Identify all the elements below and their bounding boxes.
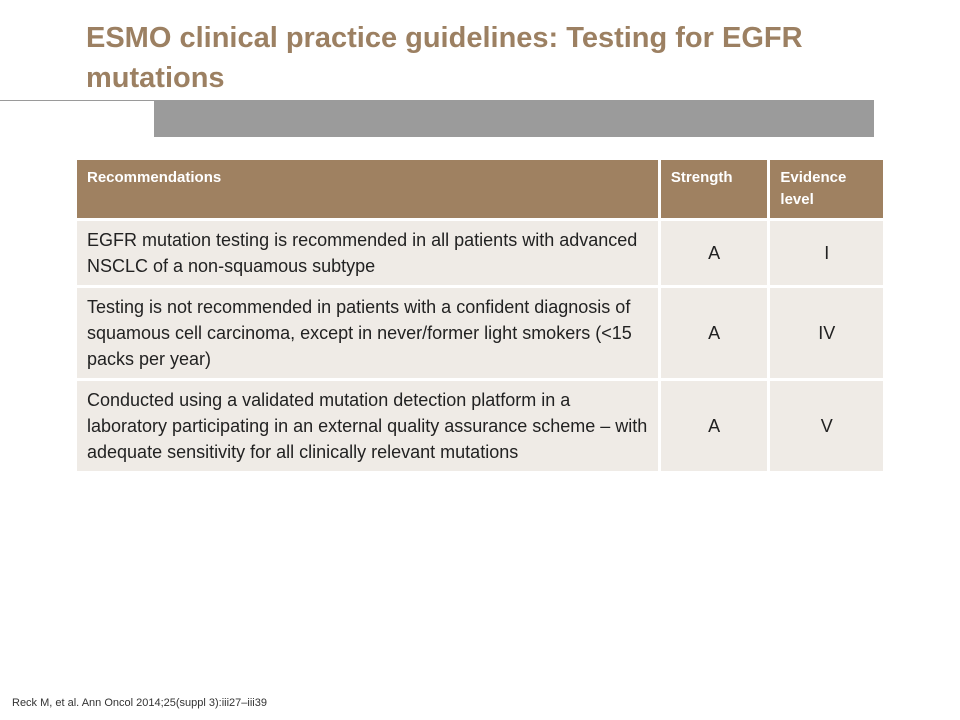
evidence-cell: V [770, 381, 883, 471]
decorative-gray-bar [154, 100, 874, 137]
citation-footnote: Reck M, et al. Ann Oncol 2014;25(suppl 3… [12, 697, 267, 709]
header-recommendations: Recommendations [77, 160, 658, 218]
table-row: Testing is not recommended in patients w… [77, 288, 883, 378]
strength-cell: A [660, 221, 768, 285]
strength-cell: A [660, 288, 768, 378]
guidelines-table: Recommendations Strength Evidence level … [74, 157, 886, 474]
strength-cell: A [660, 381, 768, 471]
recommendation-cell: Testing is not recommended in patients w… [77, 288, 658, 378]
evidence-cell: I [770, 221, 883, 285]
recommendation-cell: EGFR mutation testing is recommended in … [77, 221, 658, 285]
table-row: Conducted using a validated mutation det… [77, 381, 883, 471]
slide-title: ESMO clinical practice guidelines: Testi… [86, 22, 803, 94]
table-header-row: Recommendations Strength Evidence level [77, 160, 883, 218]
evidence-cell: IV [770, 288, 883, 378]
title-divider [0, 100, 156, 101]
header-strength: Strength [660, 160, 768, 218]
recommendation-cell: Conducted using a validated mutation det… [77, 381, 658, 471]
header-evidence-level: Evidence level [770, 160, 883, 218]
table-row: EGFR mutation testing is recommended in … [77, 221, 883, 285]
